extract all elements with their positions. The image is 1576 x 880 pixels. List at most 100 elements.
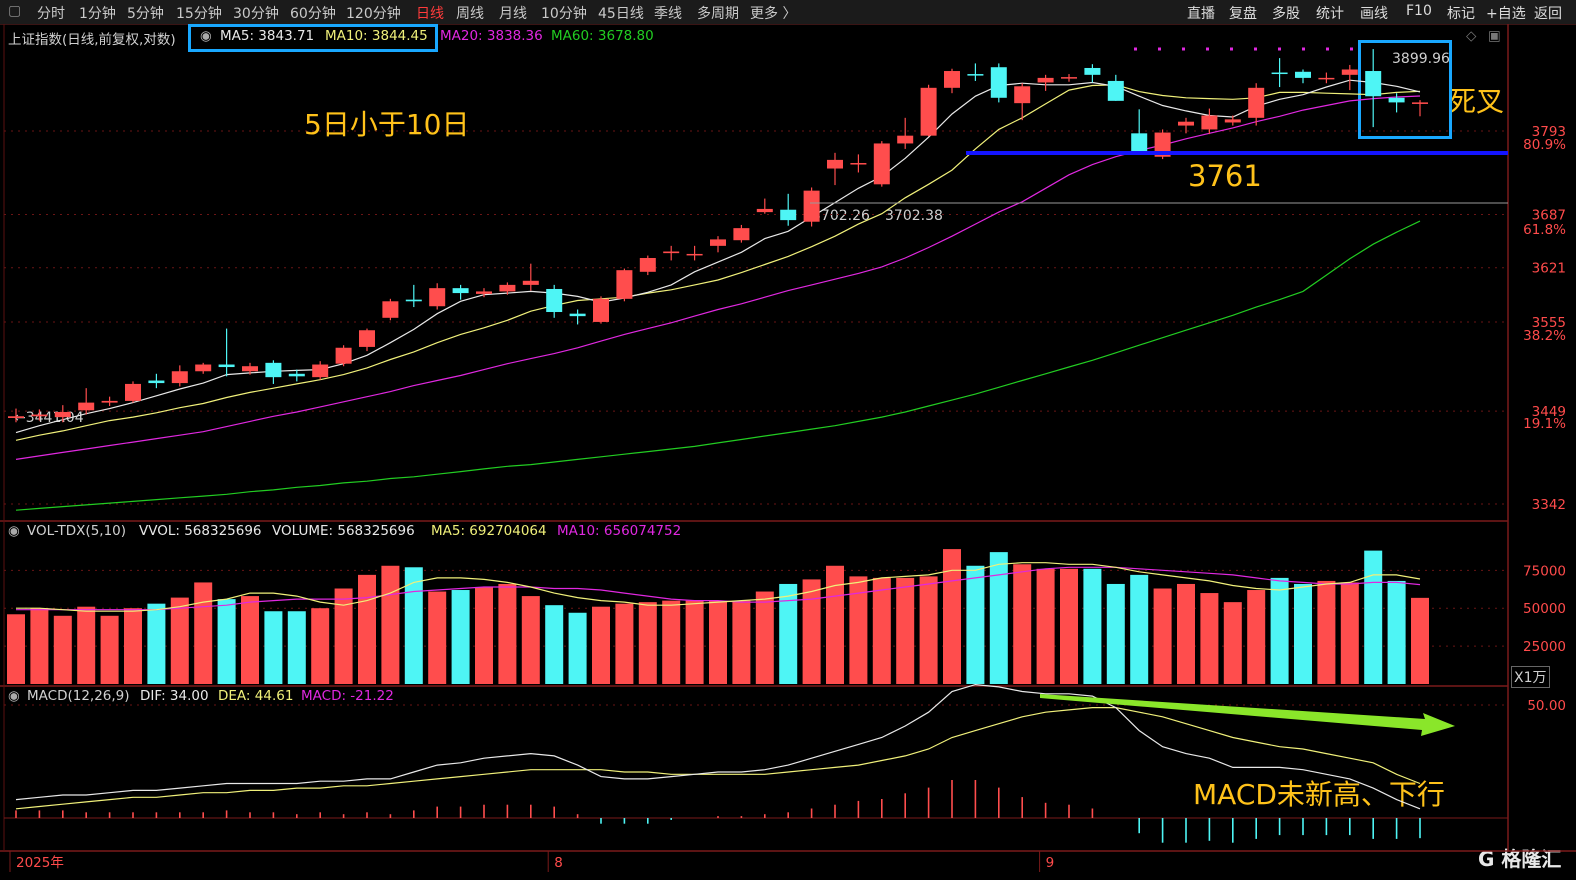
candle-body: [850, 163, 867, 165]
macd-legend-title: MACD(12,26,9): [27, 688, 130, 704]
volume-bar: [1247, 590, 1266, 684]
toolbar-item-12[interactable]: 季线: [654, 6, 682, 22]
toolbar-item-9[interactable]: 月线: [499, 6, 527, 22]
moving-average-lines: [15, 79, 1421, 511]
volume-bar: [1411, 597, 1429, 684]
candle-body: [1061, 77, 1077, 79]
candle-body: [920, 87, 937, 136]
toolbar-item-10[interactable]: 10分钟: [541, 6, 587, 22]
toolbar-item-2[interactable]: 5分钟: [127, 6, 164, 22]
candle-body: [944, 71, 960, 88]
toolbar-item-6[interactable]: 120分钟: [346, 6, 401, 22]
macd-panel: [4, 683, 1508, 843]
toolbar-item-3[interactable]: 15分钟: [176, 6, 222, 22]
volume-bar: [124, 608, 142, 684]
toolbar-right-item-7[interactable]: +自选: [1486, 6, 1526, 22]
toolbar-item-14[interactable]: 更多 〉: [750, 6, 797, 22]
toolbar-right-item-8[interactable]: 返回: [1534, 6, 1562, 22]
candle-body: [148, 380, 165, 384]
volume-bar: [194, 582, 213, 684]
toolbar-right-item-1[interactable]: 复盘: [1229, 6, 1257, 22]
pct-tick-label: 38.2%: [1523, 328, 1566, 344]
candle-body: [990, 67, 1007, 98]
candle-body: [616, 270, 633, 299]
candle-body: [546, 288, 563, 313]
candle-body: [101, 400, 118, 403]
death-cross-label: 死叉: [1448, 85, 1505, 118]
candle-body: [593, 298, 609, 322]
candle-body: [1365, 71, 1382, 97]
candle-body: [312, 364, 329, 378]
volume-bar: [1340, 582, 1359, 684]
candle-body: [1037, 77, 1054, 83]
volume-bar: [147, 603, 166, 684]
volume-bar: [53, 615, 72, 684]
mid-price-left: 3702.26: [812, 208, 870, 224]
candle-body: [335, 347, 352, 364]
toolbar-item-7[interactable]: 日线: [416, 6, 444, 22]
candle-body: [382, 301, 399, 318]
toolbar-right-item-3[interactable]: 统计: [1316, 6, 1344, 22]
volume-bar: [264, 611, 283, 684]
volume-bar: [849, 576, 868, 684]
toolbar-item-11[interactable]: 45日线: [598, 6, 644, 22]
macd-toggle-icon[interactable]: ◉: [8, 688, 20, 704]
volume-bar: [1223, 602, 1242, 684]
price-tick-label: 3687: [1532, 208, 1566, 224]
candle-body: [1107, 80, 1124, 101]
volume-bar: [943, 549, 961, 684]
toolbar-item-8[interactable]: 周线: [456, 6, 484, 22]
window-menu-icon[interactable]: ▢: [8, 3, 22, 19]
volume-bar: [287, 611, 306, 684]
toolbar-right-item-5[interactable]: F10: [1406, 3, 1432, 19]
price-tick-label: 3555: [1532, 315, 1566, 331]
volume-bar: [334, 588, 353, 684]
ma20-line: [15, 95, 1421, 460]
volume-bar: [100, 615, 119, 684]
candle-body: [31, 414, 48, 417]
legend-toggle-icon[interactable]: ◉: [200, 28, 212, 44]
volume-bar: [1153, 588, 1172, 684]
toolbar-item-13[interactable]: 多周期: [697, 6, 739, 22]
diamond-icon[interactable]: ◇: [1466, 28, 1477, 44]
pct-tick-label: 61.8%: [1523, 222, 1566, 238]
annotation-marks: [810, 47, 1508, 736]
candle-body: [710, 239, 726, 246]
ma-cross-note: 5日小于10日: [304, 108, 470, 141]
high-price-label: 3899.96: [1392, 51, 1450, 67]
panel-toggle-icon[interactable]: ▣: [1488, 28, 1501, 44]
candle-body: [125, 383, 141, 401]
volume-bar: [1083, 568, 1102, 684]
candle-body: [1341, 69, 1358, 75]
candle-body: [1131, 133, 1148, 155]
volume-bar: [241, 596, 259, 684]
candle-body: [1248, 87, 1265, 118]
volume-bar: [779, 583, 798, 684]
toolbar-right-item-6[interactable]: 标记: [1447, 6, 1475, 22]
vol-toggle-icon[interactable]: ◉: [8, 523, 20, 539]
legend-ma20: MA20: 3838.36: [440, 28, 543, 44]
toolbar-right-item-0[interactable]: 直播: [1187, 6, 1215, 22]
price-tick-label: 3342: [1532, 497, 1566, 513]
toolbar-item-4[interactable]: 30分钟: [233, 6, 279, 22]
candle-body: [1318, 77, 1335, 80]
vol-legend-volume: VOLUME: 568325696: [272, 523, 415, 539]
toolbar-item-5[interactable]: 60分钟: [290, 6, 336, 22]
price-tick-label: 3621: [1532, 261, 1566, 277]
candle-body: [897, 135, 914, 144]
legend-ma5: MA5: 3843.71: [220, 28, 315, 44]
toolbar-right-item-4[interactable]: 画线: [1360, 6, 1388, 22]
toolbar-item-1[interactable]: 1分钟: [79, 6, 116, 22]
volume-bar: [989, 552, 1008, 684]
pct-tick-label: 19.1%: [1523, 416, 1566, 432]
candle-body: [803, 190, 820, 222]
mid-price-right: 3702.38: [885, 208, 943, 224]
volume-bar: [358, 574, 376, 684]
volume-bar: [732, 600, 751, 684]
macd-dea-line: [15, 706, 1421, 810]
ma-highlight-box: [188, 24, 438, 52]
volume-bar: [1013, 564, 1032, 684]
toolbar-item-0[interactable]: 分时: [37, 6, 65, 22]
toolbar-right-item-2[interactable]: 多股: [1272, 6, 1300, 22]
